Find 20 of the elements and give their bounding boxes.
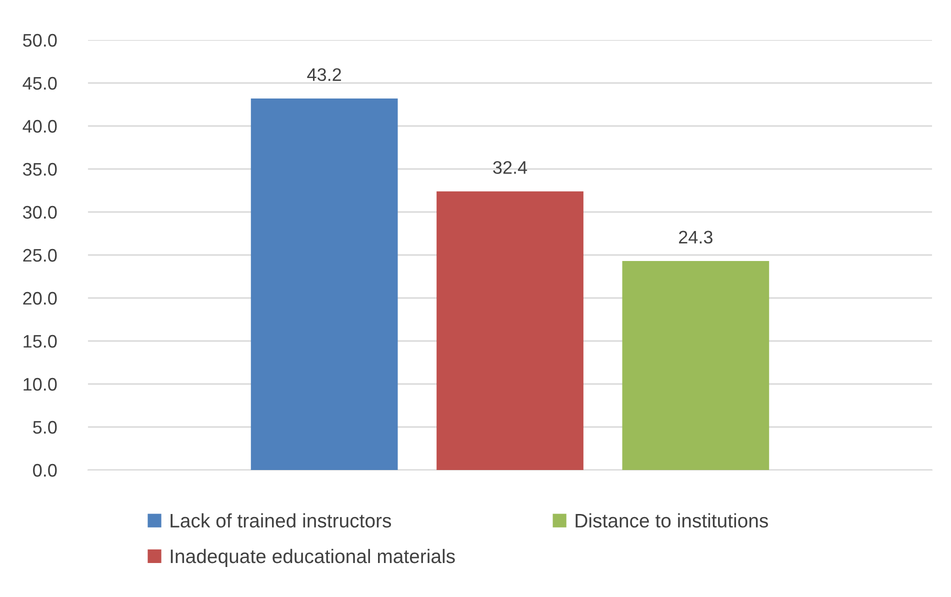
bar xyxy=(250,98,398,470)
y-tick-label: 10.0 xyxy=(24,378,57,391)
y-tick-label: 5.0 xyxy=(33,420,57,434)
legend-label: Inadequate educational materials xyxy=(170,548,455,568)
y-tick-label: 40.0 xyxy=(22,120,57,133)
bar xyxy=(436,191,584,470)
y-tick-label: 50.0 xyxy=(23,34,57,47)
legend-label: Lack of trained instructors xyxy=(170,513,392,528)
y-tick-label: 30.0 xyxy=(22,206,57,219)
data-label: 32.4 xyxy=(493,161,528,174)
data-label: 43.2 xyxy=(307,68,341,82)
data-label: 24.3 xyxy=(679,230,712,244)
legend-label: Distance to institutions xyxy=(576,513,768,528)
bar xyxy=(622,261,770,470)
y-tick-label: 35.0 xyxy=(22,162,57,176)
y-tick-label: 45.0 xyxy=(22,76,57,90)
y-tick-label: 20.0 xyxy=(23,292,57,305)
y-tick-label: 15.0 xyxy=(24,334,57,348)
y-tick-label: 0.0 xyxy=(33,464,57,477)
y-tick-label: 25.0 xyxy=(23,248,57,262)
